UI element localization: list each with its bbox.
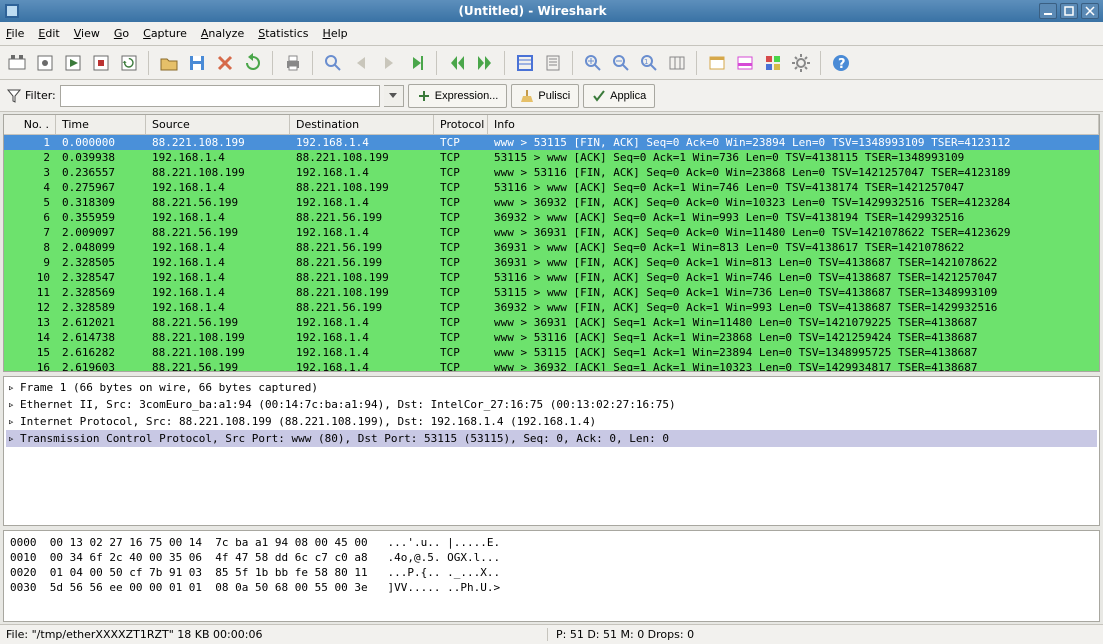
- packet-list-pane: No. .TimeSourceDestinationProtocolInfo 1…: [3, 114, 1100, 372]
- packet-row[interactable]: 152.61628288.221.108.199192.168.1.4TCPww…: [4, 345, 1099, 360]
- check-icon: [592, 89, 606, 103]
- minimize-button[interactable]: [1039, 3, 1057, 19]
- packet-details-pane[interactable]: ▹Frame 1 (66 bytes on wire, 66 bytes cap…: [3, 376, 1100, 526]
- display-filters-button[interactable]: [732, 50, 758, 76]
- start-capture-button[interactable]: [60, 50, 86, 76]
- save-button[interactable]: [184, 50, 210, 76]
- go-to-button[interactable]: [404, 50, 430, 76]
- packet-row[interactable]: 142.61473888.221.108.199192.168.1.4TCPww…: [4, 330, 1099, 345]
- menu-file[interactable]: File: [6, 27, 24, 40]
- svg-text:?: ?: [838, 57, 846, 72]
- capture-filters-button[interactable]: [704, 50, 730, 76]
- hex-row[interactable]: 0020 01 04 00 50 cf 7b 91 03 85 5f 1b bb…: [10, 565, 1093, 580]
- expand-icon: ▹: [8, 381, 20, 394]
- menu-view[interactable]: View: [74, 27, 100, 40]
- statusbar: File: "/tmp/etherXXXXZT1RZT" 18 KB 00:00…: [0, 624, 1103, 644]
- column-header[interactable]: Info: [488, 115, 1099, 134]
- packet-row[interactable]: 30.23655788.221.108.199192.168.1.4TCPwww…: [4, 165, 1099, 180]
- expression-button[interactable]: Expression...: [408, 84, 508, 108]
- column-header[interactable]: Destination: [290, 115, 434, 134]
- detail-row[interactable]: ▹Transmission Control Protocol, Src Port…: [6, 430, 1097, 447]
- zoom-in-button[interactable]: [580, 50, 606, 76]
- apply-button[interactable]: Applica: [583, 84, 655, 108]
- status-file: File: "/tmp/etherXXXXZT1RZT" 18 KB 00:00…: [6, 628, 547, 641]
- zoom-out-button[interactable]: [608, 50, 634, 76]
- window-title: (Untitled) - Wireshark: [26, 4, 1039, 18]
- filter-icon: [6, 88, 22, 104]
- titlebar: (Untitled) - Wireshark: [0, 0, 1103, 22]
- packet-list-body[interactable]: 10.00000088.221.108.199192.168.1.4TCPwww…: [4, 135, 1099, 371]
- packet-row[interactable]: 40.275967192.168.1.488.221.108.199TCP531…: [4, 180, 1099, 195]
- broom-icon: [520, 89, 534, 103]
- coloring-rules-button[interactable]: [760, 50, 786, 76]
- reload-button[interactable]: [240, 50, 266, 76]
- go-first-button[interactable]: [444, 50, 470, 76]
- column-header[interactable]: Source: [146, 115, 290, 134]
- stop-capture-button[interactable]: [88, 50, 114, 76]
- status-counts: P: 51 D: 51 M: 0 Drops: 0: [547, 628, 1097, 641]
- plus-icon: [417, 89, 431, 103]
- packet-row[interactable]: 50.31830988.221.56.199192.168.1.4TCPwww …: [4, 195, 1099, 210]
- close-button[interactable]: [1081, 3, 1099, 19]
- help-button[interactable]: ?: [828, 50, 854, 76]
- expand-icon: ▹: [8, 432, 20, 445]
- packet-row[interactable]: 72.00909788.221.56.199192.168.1.4TCPwww …: [4, 225, 1099, 240]
- find-button[interactable]: [320, 50, 346, 76]
- filter-input[interactable]: [60, 85, 380, 107]
- expand-icon: ▹: [8, 398, 20, 411]
- packet-row[interactable]: 102.328547192.168.1.488.221.108.199TCP53…: [4, 270, 1099, 285]
- menubar: File Edit View Go Capture Analyze Statistics He…: [0, 22, 1103, 46]
- menu-edit[interactable]: Edit: [38, 27, 59, 40]
- packet-bytes-pane[interactable]: 0000 00 13 02 27 16 75 00 14 7c ba a1 94…: [3, 530, 1100, 622]
- filter-toolbar: Filter: Expression... Pulisci Applica: [0, 80, 1103, 112]
- packet-row[interactable]: 10.00000088.221.108.199192.168.1.4TCPwww…: [4, 135, 1099, 150]
- interfaces-button[interactable]: [4, 50, 30, 76]
- packet-row[interactable]: 82.048099192.168.1.488.221.56.199TCP3693…: [4, 240, 1099, 255]
- svg-text:1: 1: [644, 58, 648, 66]
- open-button[interactable]: [156, 50, 182, 76]
- column-header[interactable]: Time: [56, 115, 146, 134]
- main-toolbar: 1?: [0, 46, 1103, 80]
- detail-row[interactable]: ▹Ethernet II, Src: 3comEuro_ba:a1:94 (00…: [6, 396, 1097, 413]
- auto-scroll-button[interactable]: [540, 50, 566, 76]
- go-back-button[interactable]: [348, 50, 374, 76]
- packet-row[interactable]: 20.039938192.168.1.488.221.108.199TCP531…: [4, 150, 1099, 165]
- menu-statistics[interactable]: Statistics: [258, 27, 308, 40]
- menu-help[interactable]: Help: [323, 27, 348, 40]
- go-last-button[interactable]: [472, 50, 498, 76]
- hex-row[interactable]: 0000 00 13 02 27 16 75 00 14 7c ba a1 94…: [10, 535, 1093, 550]
- packet-row[interactable]: 132.61202188.221.56.199192.168.1.4TCPwww…: [4, 315, 1099, 330]
- detail-row[interactable]: ▹Frame 1 (66 bytes on wire, 66 bytes cap…: [6, 379, 1097, 396]
- restart-capture-button[interactable]: [116, 50, 142, 76]
- packet-row[interactable]: 162.61960388.221.56.199192.168.1.4TCPwww…: [4, 360, 1099, 371]
- expand-icon: ▹: [8, 415, 20, 428]
- detail-row[interactable]: ▹Internet Protocol, Src: 88.221.108.199 …: [6, 413, 1097, 430]
- colorize-button[interactable]: [512, 50, 538, 76]
- column-header[interactable]: No. .: [4, 115, 56, 134]
- go-forward-button[interactable]: [376, 50, 402, 76]
- filter-dropdown[interactable]: [384, 85, 404, 107]
- app-icon: [4, 3, 20, 19]
- close-button[interactable]: [212, 50, 238, 76]
- column-header[interactable]: Protocol: [434, 115, 488, 134]
- print-button[interactable]: [280, 50, 306, 76]
- packet-list-header[interactable]: No. .TimeSourceDestinationProtocolInfo: [4, 115, 1099, 135]
- zoom-reset-button[interactable]: 1: [636, 50, 662, 76]
- packet-row[interactable]: 112.328569192.168.1.488.221.108.199TCP53…: [4, 285, 1099, 300]
- menu-capture[interactable]: Capture: [143, 27, 187, 40]
- menu-go[interactable]: Go: [114, 27, 129, 40]
- filter-label: Filter:: [6, 88, 56, 104]
- maximize-button[interactable]: [1060, 3, 1078, 19]
- hex-row[interactable]: 0010 00 34 6f 2c 40 00 35 06 4f 47 58 dd…: [10, 550, 1093, 565]
- hex-row[interactable]: 0030 5d 56 56 ee 00 00 01 01 08 0a 50 68…: [10, 580, 1093, 595]
- resize-columns-button[interactable]: [664, 50, 690, 76]
- packet-row[interactable]: 60.355959192.168.1.488.221.56.199TCP3693…: [4, 210, 1099, 225]
- preferences-button[interactable]: [788, 50, 814, 76]
- menu-analyze[interactable]: Analyze: [201, 27, 244, 40]
- clear-button[interactable]: Pulisci: [511, 84, 579, 108]
- packet-row[interactable]: 122.328589192.168.1.488.221.56.199TCP369…: [4, 300, 1099, 315]
- packet-row[interactable]: 92.328505192.168.1.488.221.56.199TCP3693…: [4, 255, 1099, 270]
- capture-options-button[interactable]: [32, 50, 58, 76]
